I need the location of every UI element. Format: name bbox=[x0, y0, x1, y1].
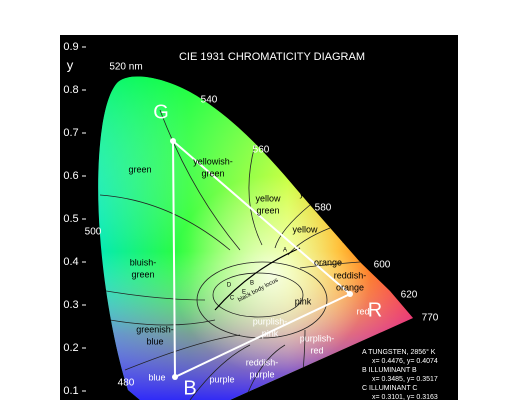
region-label: green bbox=[256, 205, 279, 215]
region-label: orange bbox=[336, 214, 364, 224]
y-tick-label: 0.5 bbox=[63, 213, 78, 225]
region-label: orange bbox=[336, 282, 364, 292]
legend-line: x= 0.4476, y= 0.4074 bbox=[372, 358, 438, 365]
y-tick-label: 0.8 bbox=[63, 84, 78, 96]
locus-point: B bbox=[250, 281, 254, 287]
region-label: purple bbox=[209, 374, 234, 384]
wavelength-label: 540 bbox=[201, 95, 218, 106]
wavelength-label: 600 bbox=[374, 260, 391, 271]
region-label: purplish- bbox=[300, 333, 335, 343]
region-label: purple bbox=[249, 369, 274, 379]
region-label: greenish- bbox=[293, 176, 331, 186]
y-tick-label: 0.4 bbox=[63, 256, 78, 268]
region-label: yellow bbox=[299, 188, 325, 198]
region-label: yellow bbox=[337, 202, 363, 212]
legend-line: C ILLUMINANT C bbox=[362, 385, 418, 392]
wavelength-label: 620 bbox=[401, 290, 418, 301]
y-tick-label: 0.7 bbox=[63, 127, 78, 139]
y-tick-label: 0.9 bbox=[63, 41, 78, 53]
locus-point: A bbox=[283, 248, 287, 254]
region-label: green bbox=[131, 269, 154, 279]
legend-line: B ILLUMINANT B bbox=[362, 367, 417, 374]
region-label: pink bbox=[262, 328, 279, 338]
region-label: bluish- bbox=[130, 257, 157, 267]
y-tick-label: 0.1 bbox=[63, 385, 78, 397]
legend-line: A TUNGSTEN, 2856° K bbox=[362, 348, 436, 356]
legend-line: x= 0.3101, y= 0.3163 bbox=[372, 394, 438, 400]
region-label: green bbox=[201, 168, 224, 178]
region-label: purplish- bbox=[253, 316, 288, 326]
region-label: green bbox=[128, 164, 151, 174]
y-tick-label: 0.6 bbox=[63, 170, 78, 182]
wavelength-label: 770 bbox=[422, 313, 439, 324]
primary-label: G bbox=[153, 101, 169, 123]
wavelength-label: 520 nm bbox=[109, 62, 142, 73]
region-label: red bbox=[356, 306, 369, 316]
locus-point: D bbox=[227, 283, 232, 289]
wavelength-label: 500 bbox=[85, 227, 102, 238]
y-tick-label: 0.3 bbox=[63, 299, 78, 311]
gamut-triangle bbox=[171, 138, 352, 379]
primary-label: R bbox=[368, 299, 382, 321]
y-tick-label: 0.2 bbox=[63, 342, 78, 354]
locus-point: C bbox=[230, 296, 235, 302]
region-label: pink bbox=[295, 296, 312, 306]
region-label: greenish- bbox=[136, 324, 174, 334]
axis-label: y bbox=[67, 57, 74, 72]
wavelength-label: 480 bbox=[118, 378, 135, 389]
region-label: reddish- bbox=[246, 357, 279, 367]
locus-point: E bbox=[242, 290, 246, 296]
wavelength-label: 560 bbox=[253, 145, 270, 156]
region-label: yellow bbox=[292, 224, 318, 234]
region-label: yellow bbox=[255, 193, 281, 203]
region-label: blue bbox=[148, 372, 165, 382]
legend-line: x= 0.3485, y= 0.3517 bbox=[372, 376, 438, 383]
region-label: yellowish- bbox=[342, 232, 382, 242]
primary-points bbox=[170, 138, 353, 380]
region-label: red bbox=[310, 345, 323, 355]
region-label: blue bbox=[146, 336, 163, 346]
region-label: pink bbox=[354, 244, 371, 254]
region-label: reddish- bbox=[334, 270, 367, 280]
region-label: yellowish- bbox=[193, 156, 233, 166]
title: CIE 1931 CHROMATICITY DIAGRAM bbox=[179, 51, 365, 63]
primary-label: B bbox=[183, 377, 196, 399]
region-label: orange bbox=[314, 257, 342, 267]
wavelength-label: 580 bbox=[315, 203, 332, 214]
